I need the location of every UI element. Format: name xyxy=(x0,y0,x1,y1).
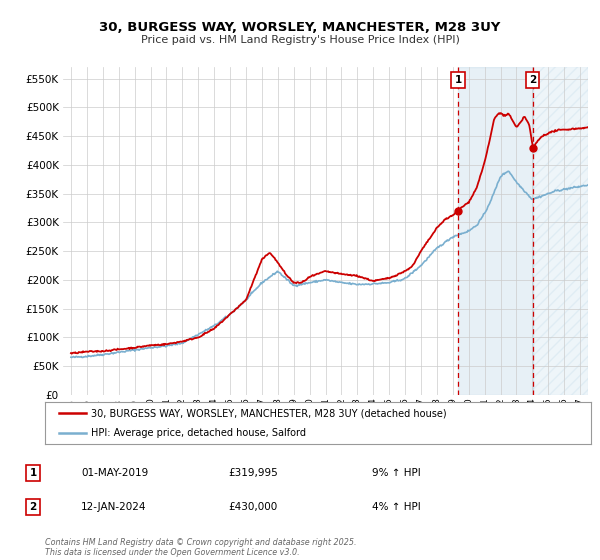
Text: 1: 1 xyxy=(29,468,37,478)
Text: £430,000: £430,000 xyxy=(228,502,277,512)
Text: 01-MAY-2019: 01-MAY-2019 xyxy=(81,468,148,478)
Text: Price paid vs. HM Land Registry's House Price Index (HPI): Price paid vs. HM Land Registry's House … xyxy=(140,35,460,45)
Text: 9% ↑ HPI: 9% ↑ HPI xyxy=(372,468,421,478)
Text: 4% ↑ HPI: 4% ↑ HPI xyxy=(372,502,421,512)
Bar xyxy=(458,67,533,395)
Text: HPI: Average price, detached house, Salford: HPI: Average price, detached house, Salf… xyxy=(91,428,307,438)
Text: 12-JAN-2024: 12-JAN-2024 xyxy=(81,502,146,512)
Text: Contains HM Land Registry data © Crown copyright and database right 2025.
This d: Contains HM Land Registry data © Crown c… xyxy=(45,538,356,557)
Text: 2: 2 xyxy=(29,502,37,512)
Text: 30, BURGESS WAY, WORSLEY, MANCHESTER, M28 3UY (detached house): 30, BURGESS WAY, WORSLEY, MANCHESTER, M2… xyxy=(91,408,447,418)
Bar xyxy=(533,67,588,395)
Text: £319,995: £319,995 xyxy=(228,468,278,478)
Text: 30, BURGESS WAY, WORSLEY, MANCHESTER, M28 3UY: 30, BURGESS WAY, WORSLEY, MANCHESTER, M2… xyxy=(100,21,500,34)
Text: 1: 1 xyxy=(454,75,461,85)
Text: 2: 2 xyxy=(529,75,536,85)
